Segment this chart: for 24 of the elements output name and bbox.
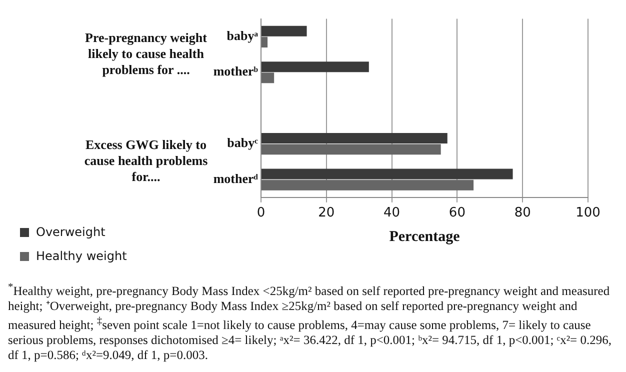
legend-label: Overweight	[36, 225, 106, 239]
bar	[262, 133, 448, 144]
y-tick-label: motherᵇ	[213, 64, 258, 79]
bar	[262, 168, 513, 180]
y-tick-label: babyᵃ	[226, 28, 258, 44]
bar	[262, 72, 274, 84]
x-tick-label: 80	[514, 206, 531, 221]
text: Pre-pregnancy weight likely to cause health problems for ....	[85, 30, 208, 77]
bar	[262, 144, 441, 155]
y-tick-label: motherᵈ	[213, 170, 259, 186]
x-tick-label: 20	[318, 206, 335, 221]
bar	[262, 26, 307, 36]
y-tick-label: babyᶜ	[227, 135, 259, 150]
bar	[262, 62, 369, 72]
bar	[262, 180, 474, 190]
text: $^{*}$Healthy weight, pre-pregnancy Body Mass Index <25kg/m² based on self reported pre-pregnancy weight and measured height; ⁺Overweight, pre-pregnancy Body Mass Index ≥25kg/m² based on self reported pre-pregnancy weight and measured height; $^{‡}$seven point scale 1=not likely to cause problems, 4=may cause some problems, 7= likely to cause serious problems, responses dichotomised ≥4= likely; ᵃx²= 36.422, df 1, p<0.001; ᵇx²= 94.715, df 1, p<0.001; ᶜx²= 0.296, df 1, p=0.586; ᵈx²=9.049, df 1, p=0.003.	[8, 281, 612, 364]
x-tick-label: 40	[384, 206, 400, 221]
x-tick-label: 0	[256, 206, 266, 221]
text: Excess GWG likely to cause health problems for....	[84, 137, 208, 184]
x-axis-title: Percentage	[389, 228, 460, 245]
x-tick-label: 60	[448, 206, 466, 221]
bar	[262, 36, 268, 48]
legend-label: Healthy weight	[36, 249, 127, 263]
x-tick-label: 100	[576, 206, 600, 221]
